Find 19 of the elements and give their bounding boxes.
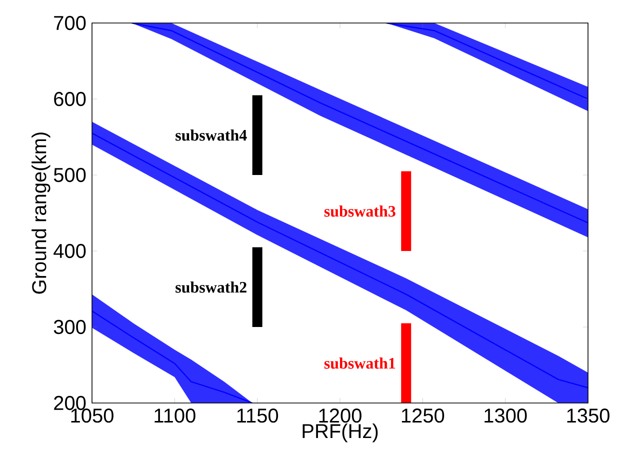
x-tick-label: 1050 (71, 408, 114, 423)
series-label: subswath2 (176, 281, 246, 293)
x-tick-label: 1200 (319, 408, 362, 423)
x-tick-label: 1100 (154, 408, 196, 423)
x-tick-label: 1350 (567, 408, 610, 423)
x-tick-label: 1150 (237, 408, 278, 423)
series-label: subswath4 (176, 129, 247, 141)
y-axis-title: Ground range(km) (32, 132, 50, 294)
y-tick-label: 400 (54, 244, 86, 258)
y-tick-label: 300 (54, 320, 86, 334)
series-label: subswath3 (324, 205, 396, 217)
y-tick-label: 200 (54, 396, 86, 410)
x-tick-label: 1300 (484, 408, 527, 423)
x-tick-label: 1250 (402, 408, 444, 423)
y-tick-label: 500 (54, 168, 86, 182)
x-axis-title: PRF(Hz) (302, 424, 378, 442)
series-label: subswath1 (324, 357, 396, 369)
y-tick-label: 600 (54, 92, 86, 106)
y-tick-label: 700 (54, 16, 86, 30)
